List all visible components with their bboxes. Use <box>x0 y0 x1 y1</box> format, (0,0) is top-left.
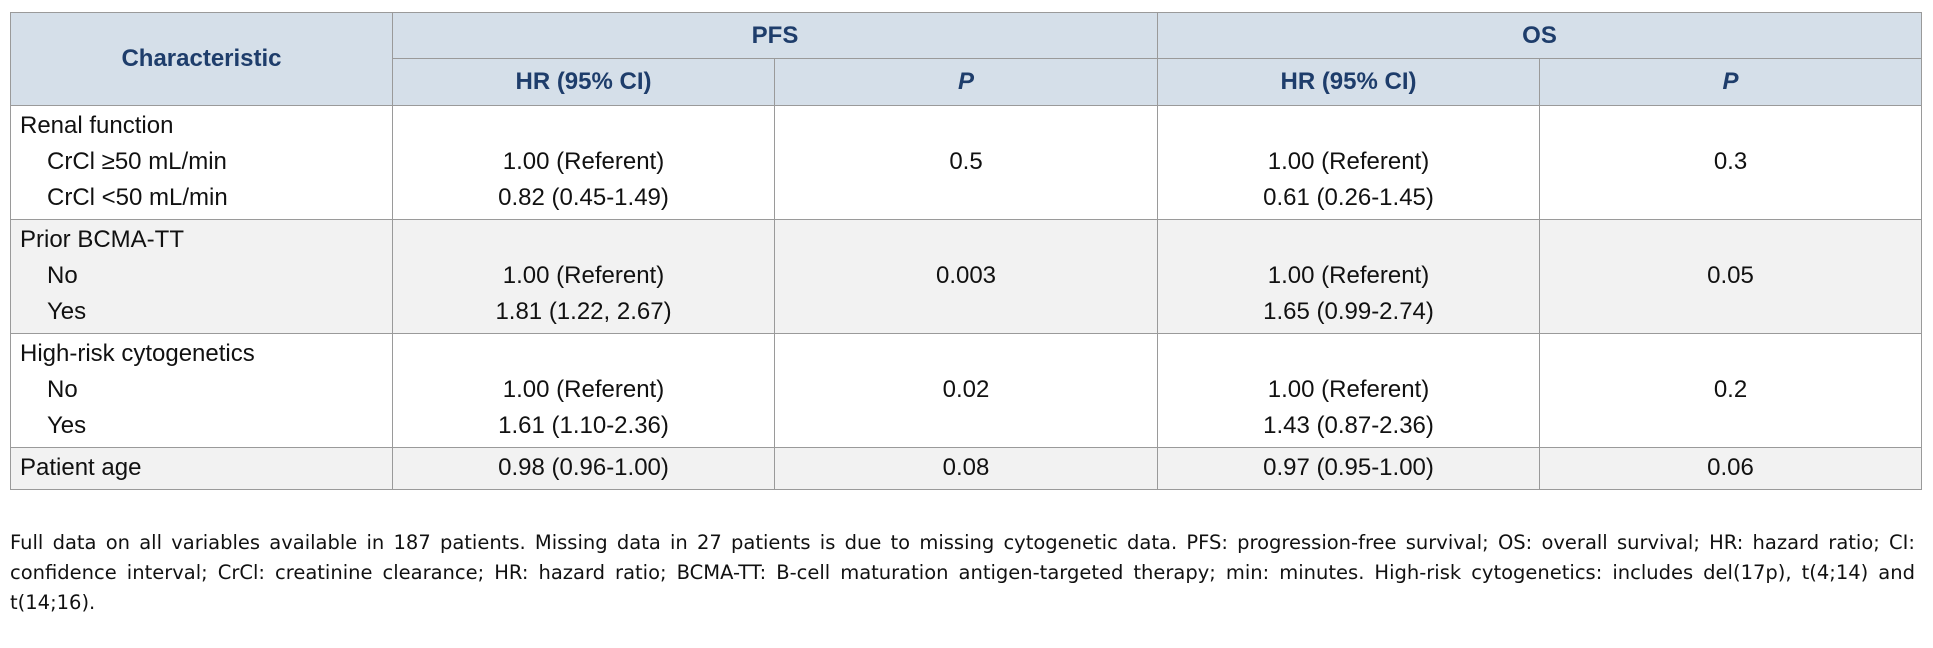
cell: 0.003 <box>774 219 1158 334</box>
cell: 0.3 <box>1539 105 1922 220</box>
p-value: 0.02 <box>942 376 990 403</box>
hr-value: 0.61 (0.26-1.45) <box>1263 184 1434 211</box>
table-row: Patient age 0.98 (0.96-1.00) 0.08 0.97 (0.9… <box>10 447 1922 490</box>
spacer <box>1540 336 1921 372</box>
spacer <box>393 222 774 258</box>
table-row: Renal function CrCl ≥50 mL/min CrCl <50 mL… <box>10 105 1922 220</box>
hr-value: 1.65 (0.99-2.74) <box>1263 298 1434 325</box>
header-row: HR (95% CI) P HR (95% CI) P <box>11 58 1922 106</box>
cell: Patient age <box>10 447 393 490</box>
cell: High-risk cytogenetics No Yes <box>10 333 393 448</box>
hr-value: 1.81 (1.22, 2.67) <box>495 298 672 325</box>
row-label: Renal function <box>20 112 174 139</box>
group-header: OS <box>1157 12 1922 59</box>
cell: 1.00 (Referent) 1.81 (1.22, 2.67) <box>392 219 775 334</box>
p-value: 0.06 <box>1707 454 1754 481</box>
column-header: P <box>774 58 1158 106</box>
sub-label: CrCl <50 mL/min <box>47 184 228 211</box>
hr-value: 1.00 (Referent) <box>1267 376 1430 403</box>
cell: 1.00 (Referent) 1.43 (0.87-2.36) <box>1157 333 1540 448</box>
p-value: 0.3 <box>1713 148 1748 175</box>
hr-value: 1.00 (Referent) <box>502 148 665 175</box>
hr-value: 0.98 (0.96-1.00) <box>498 454 669 481</box>
cell: 0.98 (0.96-1.00) <box>392 447 775 490</box>
cell: 0.06 <box>1539 447 1922 490</box>
cell: 0.5 <box>774 105 1158 220</box>
cell: 1.00 (Referent) 0.82 (0.45-1.49) <box>392 105 775 220</box>
p-value: 0.08 <box>942 454 990 481</box>
cell: 0.05 <box>1539 219 1922 334</box>
hr-value: 0.97 (0.95-1.00) <box>1263 454 1434 481</box>
column-header: HR (95% CI) <box>392 58 775 106</box>
cell: 0.97 (0.95-1.00) <box>1157 447 1540 490</box>
p-value: 0.003 <box>935 262 997 289</box>
hr-value: 1.00 (Referent) <box>1267 148 1430 175</box>
cell: Renal function CrCl ≥50 mL/min CrCl <50 mL… <box>10 105 393 220</box>
sub-label: No <box>47 376 78 403</box>
table-row: High-risk cytogenetics No Yes 1.00 (Referen… <box>10 333 1922 448</box>
cell: 0.02 <box>774 333 1158 448</box>
sub-label: CrCl ≥50 mL/min <box>47 148 227 175</box>
row-label: Patient age <box>20 454 142 481</box>
cell: 1.00 (Referent) 1.65 (0.99-2.74) <box>1157 219 1540 334</box>
cell: 0.08 <box>774 447 1158 490</box>
spacer <box>1540 222 1921 258</box>
row-label: Prior BCMA-TT <box>20 226 184 253</box>
spacer <box>775 108 1157 144</box>
group-header: PFS <box>392 12 1158 59</box>
spacer <box>1158 222 1539 258</box>
column-header: Characteristic <box>10 12 393 106</box>
spacer <box>393 336 774 372</box>
sub-label: No <box>47 262 78 289</box>
hr-value: 1.00 (Referent) <box>1267 262 1430 289</box>
sub-label: Yes <box>47 298 87 325</box>
cell: 0.2 <box>1539 333 1922 448</box>
hr-value: 0.82 (0.45-1.49) <box>498 184 669 211</box>
cell: 1.00 (Referent) 1.61 (1.10-2.36) <box>392 333 775 448</box>
table-row: Prior BCMA-TT No Yes 1.00 (Referent) 1.81 (1… <box>10 219 1922 334</box>
cell: 1.00 (Referent) 0.61 (0.26-1.45) <box>1157 105 1540 220</box>
p-value: 0.5 <box>949 148 983 175</box>
header-row: Characteristic PFS OS <box>10 12 1922 106</box>
column-header: P <box>1539 58 1922 106</box>
sub-label: Yes <box>47 412 87 439</box>
spacer <box>1158 108 1539 144</box>
hr-value: 1.61 (1.10-2.36) <box>498 412 669 439</box>
cell: Prior BCMA-TT No Yes <box>10 219 393 334</box>
spacer <box>1158 336 1539 372</box>
p-value: 0.2 <box>1713 376 1748 403</box>
row-label: High-risk cytogenetics <box>20 340 255 367</box>
results-table: Characteristic PFS OS HR (95% CI) P HR (95% C… <box>10 12 1922 490</box>
column-header: HR (95% CI) <box>1157 58 1540 106</box>
footnote: Full data on all variables available in … <box>10 531 1915 614</box>
hr-value: 1.00 (Referent) <box>502 376 665 403</box>
spacer <box>1540 108 1921 144</box>
hr-value: 1.00 (Referent) <box>502 262 665 289</box>
spacer <box>393 108 774 144</box>
p-value: 0.05 <box>1707 262 1754 289</box>
spacer <box>775 222 1157 258</box>
hr-value: 1.43 (0.87-2.36) <box>1263 412 1434 439</box>
spacer <box>775 336 1157 372</box>
